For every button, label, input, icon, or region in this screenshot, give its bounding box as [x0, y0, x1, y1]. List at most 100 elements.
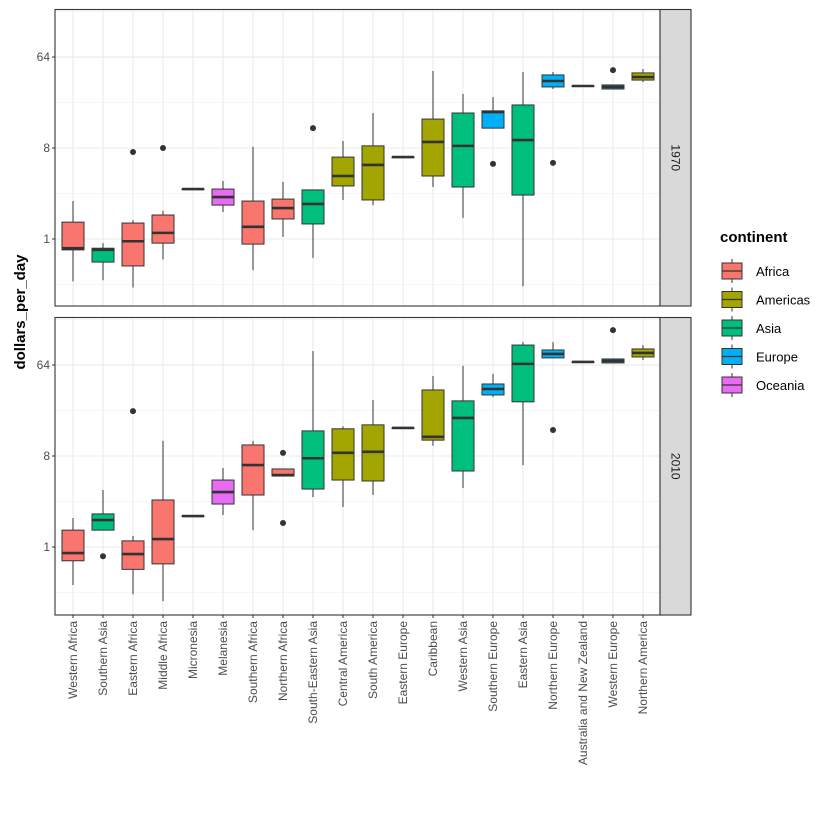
box-iqr	[241, 200, 265, 245]
x-tick-label: Eastern Asia	[516, 621, 530, 689]
box-western-africa	[61, 201, 85, 282]
box-eastern-africa	[121, 149, 145, 288]
box-northern-america	[631, 68, 655, 83]
y-tick-label: 64	[37, 358, 51, 372]
box-iqr	[331, 428, 355, 481]
facet-strip-label: 2010	[669, 453, 683, 480]
box-eastern-asia	[511, 342, 535, 466]
box-northern-europe	[541, 71, 565, 166]
box-southern-africa	[241, 440, 265, 531]
box-eastern-europe	[391, 426, 415, 430]
box-australia-and-new-zealand	[571, 360, 595, 364]
y-axis-title: dollars_per_day	[12, 254, 29, 370]
x-tick-label: South America	[366, 621, 380, 699]
outlier-point	[550, 159, 556, 166]
box-iqr	[121, 222, 145, 267]
box-iqr	[451, 112, 475, 188]
box-iqr	[91, 247, 115, 263]
box-iqr	[151, 499, 175, 565]
box-middle-africa	[151, 440, 175, 602]
box-southern-asia	[91, 243, 115, 281]
box-iqr	[451, 400, 475, 472]
x-tick-label: Northern Europe	[546, 621, 560, 710]
box-iqr	[421, 389, 445, 441]
box-eastern-europe	[391, 155, 415, 159]
outlier-point	[130, 408, 136, 415]
box-micronesia	[181, 187, 205, 191]
box-iqr	[481, 110, 505, 129]
legend-label: Americas	[756, 293, 811, 308]
box-southern-europe	[481, 373, 505, 398]
box-central-america	[331, 426, 355, 508]
box-middle-africa	[151, 145, 175, 260]
legend: continent Africa Americas Asia Europe Oceani…	[720, 229, 811, 397]
box-northern-europe	[541, 342, 565, 433]
box-iqr	[151, 214, 175, 244]
box-eastern-africa	[121, 408, 145, 595]
box-eastern-asia	[511, 71, 535, 287]
outlier-point	[550, 426, 556, 433]
outlier-point	[130, 149, 136, 156]
box-iqr	[331, 156, 355, 187]
box-caribbean	[421, 70, 445, 188]
legend-title: continent	[720, 229, 788, 246]
legend-label: Oceania	[756, 378, 805, 393]
x-tick-label: Middle Africa	[156, 621, 170, 690]
box-western-africa	[61, 518, 85, 585]
box-iqr	[301, 430, 325, 490]
x-tick-label: Southern Europe	[486, 621, 500, 712]
box-micronesia	[181, 514, 205, 518]
legend-item-europe: Europe	[721, 344, 798, 369]
x-tick-label: South-Eastern Asia	[306, 621, 320, 724]
box-central-america	[331, 140, 355, 200]
outlier-point	[280, 520, 286, 527]
y-tick-label: 1	[43, 540, 50, 554]
box-iqr	[61, 529, 85, 562]
facet-panel-2010: 1 8 64 2010	[37, 316, 692, 616]
box-southern-asia	[91, 489, 115, 560]
box-western-asia	[451, 365, 475, 489]
facet-strip	[659, 8, 692, 307]
box-northern-africa	[271, 181, 295, 237]
legend-label: Europe	[756, 350, 798, 365]
legend-label: Asia	[756, 321, 782, 336]
panel-background	[55, 9, 660, 306]
y-tick-label: 8	[43, 141, 50, 155]
box-south-eastern-asia	[301, 125, 325, 258]
x-axis: Western Africa Southern Asia Eastern Afric…	[66, 615, 650, 765]
y-tick-label: 8	[43, 449, 50, 463]
box-south-america	[361, 113, 385, 206]
box-southern-africa	[241, 146, 265, 271]
outlier-point	[160, 145, 166, 152]
box-western-europe	[601, 67, 625, 90]
x-tick-label: Caribbean	[426, 621, 440, 676]
box-iqr	[301, 189, 325, 225]
outlier-point	[490, 160, 496, 167]
facet-strip	[659, 316, 692, 616]
outlier-point	[610, 327, 616, 334]
outlier-point	[100, 553, 106, 560]
box-iqr	[241, 444, 265, 496]
box-northern-africa	[271, 449, 295, 527]
x-tick-label: Western Europe	[606, 621, 620, 708]
box-southern-europe	[481, 96, 505, 167]
box-south-eastern-asia	[301, 351, 325, 498]
x-tick-label: Eastern Africa	[126, 621, 140, 696]
x-tick-label: Western Asia	[456, 621, 470, 692]
legend-item-oceania: Oceania	[721, 373, 805, 397]
box-western-asia	[451, 93, 475, 218]
x-tick-label: Melanesia	[216, 621, 230, 676]
legend-item-americas: Americas	[721, 287, 811, 312]
x-tick-label: Western Africa	[66, 621, 80, 699]
x-tick-label: Micronesia	[186, 621, 200, 679]
outlier-point	[280, 449, 286, 456]
y-tick-label: 64	[37, 50, 51, 64]
box-australia-and-new-zealand	[571, 84, 595, 88]
legend-item-africa: Africa	[721, 259, 790, 283]
facet-panels: 1 8 64 1970 1 8 64 2010	[37, 8, 692, 616]
panel-background	[55, 317, 660, 615]
x-tick-label: Southern Asia	[96, 621, 110, 696]
box-iqr	[361, 145, 385, 201]
box-iqr	[421, 118, 445, 177]
